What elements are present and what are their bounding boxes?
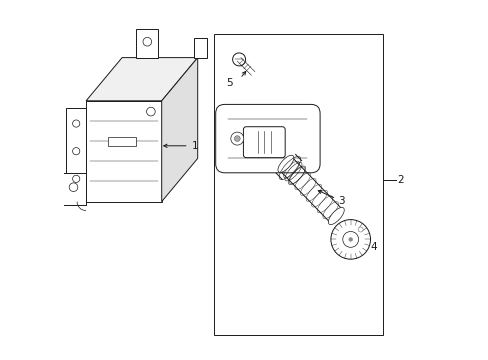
Text: 4: 4 [370,242,376,252]
Ellipse shape [277,155,293,172]
Circle shape [72,175,80,183]
Bar [136,29,158,58]
Text: 3: 3 [337,196,344,206]
Bar [194,38,206,58]
Bar [66,108,86,194]
Bar [86,101,162,202]
Circle shape [348,237,352,242]
Circle shape [330,220,370,259]
Text: 5: 5 [225,78,232,88]
Text: 2: 2 [397,175,403,185]
Ellipse shape [327,207,344,225]
Bar [213,34,382,335]
Polygon shape [86,58,197,101]
Circle shape [342,231,358,247]
Circle shape [234,136,240,141]
Circle shape [142,37,151,46]
Circle shape [230,132,244,145]
FancyBboxPatch shape [243,127,285,158]
Circle shape [72,148,80,155]
Circle shape [69,183,78,192]
Bar [107,137,136,146]
Bar [62,173,86,205]
Circle shape [357,227,363,232]
Circle shape [146,107,155,116]
FancyBboxPatch shape [215,104,320,173]
Circle shape [232,53,245,66]
Circle shape [72,120,80,127]
Text: 1: 1 [192,141,199,151]
Polygon shape [162,58,197,202]
